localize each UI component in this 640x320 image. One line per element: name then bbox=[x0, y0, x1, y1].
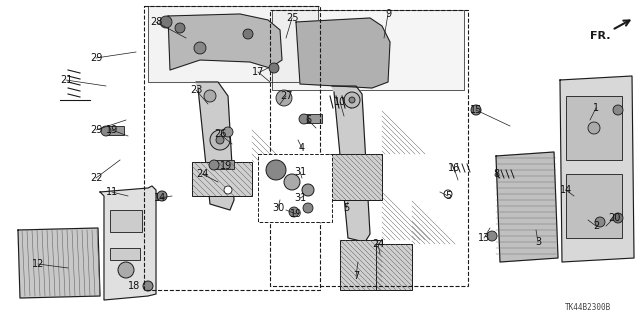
Polygon shape bbox=[148, 6, 318, 82]
Text: 12: 12 bbox=[32, 259, 44, 269]
Text: 25: 25 bbox=[285, 13, 298, 23]
Bar bbox=[304, 114, 322, 123]
Text: 2: 2 bbox=[593, 221, 599, 231]
Circle shape bbox=[302, 184, 314, 196]
Circle shape bbox=[487, 231, 497, 241]
Text: 17: 17 bbox=[252, 67, 264, 77]
Polygon shape bbox=[18, 228, 100, 298]
Circle shape bbox=[224, 186, 232, 194]
Text: 14: 14 bbox=[560, 185, 572, 195]
Polygon shape bbox=[196, 82, 234, 210]
Bar bbox=[110, 248, 140, 260]
Circle shape bbox=[118, 262, 134, 278]
Circle shape bbox=[344, 92, 360, 108]
Circle shape bbox=[613, 213, 623, 223]
Polygon shape bbox=[100, 186, 156, 300]
Text: 6: 6 bbox=[305, 115, 311, 125]
Circle shape bbox=[101, 126, 111, 136]
Polygon shape bbox=[496, 152, 558, 262]
Circle shape bbox=[284, 174, 300, 190]
Text: 18: 18 bbox=[128, 281, 140, 291]
Text: 19: 19 bbox=[106, 125, 118, 135]
Circle shape bbox=[160, 16, 172, 28]
Circle shape bbox=[471, 105, 481, 115]
Text: 22: 22 bbox=[90, 173, 102, 183]
Text: 16: 16 bbox=[448, 163, 460, 173]
Circle shape bbox=[243, 29, 253, 39]
Circle shape bbox=[157, 191, 167, 201]
Text: 29: 29 bbox=[90, 53, 102, 63]
Text: 8: 8 bbox=[493, 169, 499, 179]
Circle shape bbox=[210, 130, 230, 150]
Circle shape bbox=[613, 105, 623, 115]
Polygon shape bbox=[296, 18, 390, 88]
Text: 11: 11 bbox=[106, 187, 118, 197]
Bar bbox=[566, 96, 622, 160]
Text: 31: 31 bbox=[294, 193, 306, 203]
Text: 31: 31 bbox=[294, 167, 306, 177]
Text: 9: 9 bbox=[385, 9, 391, 19]
Text: 28: 28 bbox=[150, 17, 162, 27]
Text: 24: 24 bbox=[372, 239, 384, 249]
Bar bbox=[566, 174, 622, 238]
Bar bbox=[144, 6, 320, 290]
Polygon shape bbox=[168, 14, 282, 70]
Text: TK44B2300B: TK44B2300B bbox=[565, 303, 611, 313]
Circle shape bbox=[209, 160, 219, 170]
Bar bbox=[106, 126, 124, 135]
Text: 29: 29 bbox=[90, 125, 102, 135]
Bar bbox=[270, 10, 468, 286]
Text: 5: 5 bbox=[343, 203, 349, 213]
Text: 20: 20 bbox=[608, 213, 620, 223]
Circle shape bbox=[444, 190, 452, 198]
Text: 19: 19 bbox=[290, 209, 302, 219]
Text: FR.: FR. bbox=[589, 31, 611, 41]
Circle shape bbox=[299, 114, 309, 124]
Circle shape bbox=[266, 160, 286, 180]
Circle shape bbox=[143, 281, 153, 291]
Circle shape bbox=[175, 23, 185, 33]
Polygon shape bbox=[332, 86, 370, 242]
Circle shape bbox=[216, 136, 224, 144]
Text: 4: 4 bbox=[299, 143, 305, 153]
Polygon shape bbox=[272, 10, 464, 90]
Circle shape bbox=[223, 127, 233, 137]
Circle shape bbox=[276, 90, 292, 106]
Circle shape bbox=[194, 42, 206, 54]
Circle shape bbox=[269, 63, 279, 73]
Circle shape bbox=[289, 207, 299, 217]
Circle shape bbox=[303, 203, 313, 213]
Bar bbox=[110, 210, 142, 232]
Text: 24: 24 bbox=[196, 169, 208, 179]
Text: 14: 14 bbox=[154, 193, 166, 203]
Text: 1: 1 bbox=[593, 103, 599, 113]
Text: 23: 23 bbox=[190, 85, 202, 95]
Text: 7: 7 bbox=[353, 271, 359, 281]
Text: 3: 3 bbox=[535, 237, 541, 247]
Circle shape bbox=[204, 90, 216, 102]
Text: 21: 21 bbox=[60, 75, 72, 85]
Bar bbox=[214, 160, 234, 169]
Text: 19: 19 bbox=[220, 161, 232, 171]
Circle shape bbox=[595, 217, 605, 227]
Text: 27: 27 bbox=[280, 91, 292, 101]
Polygon shape bbox=[560, 76, 634, 262]
Text: 15: 15 bbox=[470, 105, 482, 115]
Text: 26: 26 bbox=[214, 129, 226, 139]
Text: 30: 30 bbox=[272, 203, 284, 213]
Bar bbox=[192, 162, 252, 196]
Text: 5: 5 bbox=[445, 191, 451, 201]
Circle shape bbox=[349, 97, 355, 103]
Text: 10: 10 bbox=[334, 97, 346, 107]
Text: 13: 13 bbox=[478, 233, 490, 243]
Bar bbox=[258, 154, 332, 222]
Circle shape bbox=[588, 122, 600, 134]
Bar bbox=[340, 240, 382, 290]
Bar bbox=[376, 244, 412, 290]
Bar bbox=[326, 154, 382, 200]
